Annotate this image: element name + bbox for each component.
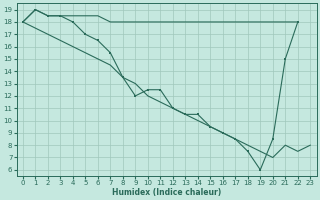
X-axis label: Humidex (Indice chaleur): Humidex (Indice chaleur): [112, 188, 221, 197]
